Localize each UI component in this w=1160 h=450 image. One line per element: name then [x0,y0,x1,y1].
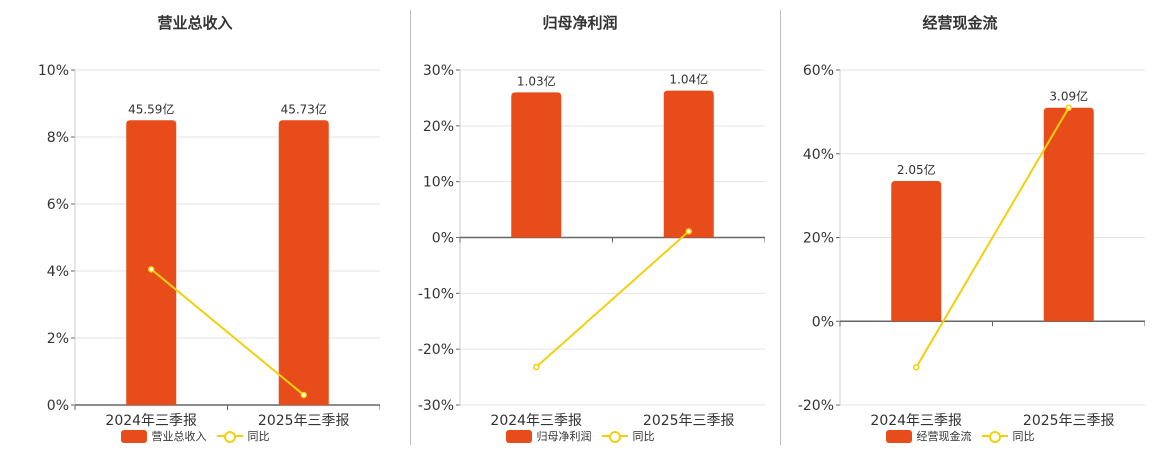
legend-label-line: 同比 [247,430,270,443]
yoy-point [300,391,307,399]
y-tick-label: 10% [38,63,69,79]
panel-divider [410,10,411,445]
bar [663,90,714,238]
yoy-line [535,230,690,368]
chart-legend: 经营现金流 同比 [775,428,1145,444]
y-tick-label: -10% [418,286,454,302]
legend-label-bar: 经营现金流 [916,430,972,443]
y-tick-label: 6% [47,197,69,213]
legend-item-line[interactable]: 同比 [981,428,1035,444]
x-tick-label: 2025年三季报 [1023,413,1115,429]
bar-swatch-icon [120,429,147,443]
net-profit-chart-panel: 归母净利润 -30% -20% -10% 0% 10% 20% 30% 1.03亿 1.04亿 2… [395,0,765,450]
line-swatch-icon [601,430,628,443]
y-tick-label: 20% [803,231,834,247]
y-tick-label: 10% [423,175,454,191]
bar-value-label: 1.04亿 [669,72,708,87]
chart-legend: 营业总收入 同比 [10,428,380,444]
y-tick-label: 60% [803,63,834,79]
line-swatch-icon [216,430,243,443]
revenue-chart-panel: 营业总收入 0% 2% 4% 6% 8% 10% 45.59亿 45.73亿 2024年三季报 2… [10,0,380,450]
yoy-point [685,228,692,235]
y-tick-label: 30% [423,63,454,79]
legend-label-line: 同比 [1012,430,1035,443]
yoy-point [1065,104,1072,111]
legend-label-line: 同比 [632,430,655,443]
x-tick-label: 2024年三季报 [105,413,197,429]
x-tick-label: 2025年三季报 [643,413,735,429]
yoy-point [913,364,920,371]
bar-value-label: 2.05亿 [897,162,936,177]
legend-item-bar[interactable]: 归母净利润 [505,428,592,444]
chart-legend: 归母净利润 同比 [395,428,765,444]
yoy-point [148,266,155,273]
bar-value-label: 45.59亿 [128,101,174,116]
y-tick-label: 20% [423,119,454,135]
legend-label-bar: 营业总收入 [151,430,207,443]
cash-flow-chart: -20% 0% 20% 40% 60% 2.05亿 3.09亿 2024年三季报 2025年三季… [798,63,1145,429]
x-tick-label: 2024年三季报 [870,413,962,429]
x-tick-label: 2024年三季报 [490,413,582,429]
legend-label-bar: 归母净利润 [536,430,592,443]
y-tick-label: -30% [418,398,454,414]
y-tick-label: 0% [812,314,834,330]
y-tick-label: 0% [47,398,69,414]
cash-flow-chart-panel: 经营现金流 -20% 0% 20% 40% 60% 2.05亿 3.09亿 2024年三季报 2… [775,0,1145,450]
y-tick-label: 2% [47,331,69,347]
chart-title: 经营现金流 [922,14,998,32]
legend-item-line[interactable]: 同比 [601,428,655,444]
x-tick-label: 2025年三季报 [258,413,350,429]
line-swatch-icon [981,430,1008,443]
revenue-chart: 0% 2% 4% 6% 8% 10% 45.59亿 45.73亿 2024年三季报 2025年三季… [38,63,380,429]
bar [126,120,177,405]
y-tick-label: 4% [47,264,69,280]
bar [891,180,942,322]
y-tick-label: -20% [418,342,454,358]
yoy-line [150,268,305,396]
bar [511,92,562,238]
yoy-point [533,363,540,371]
bar [1043,107,1094,322]
net-profit-chart: -30% -20% -10% 0% 10% 20% 30% 1.03亿 1.04亿 2024年三季… [418,63,765,429]
chart-title: 归母净利润 [542,14,618,32]
y-tick-label: 0% [432,231,454,247]
bar-value-label: 3.09亿 [1049,89,1088,104]
y-tick-label: 8% [47,130,69,146]
bar-value-label: 45.73亿 [281,101,327,116]
bar [278,120,329,405]
legend-item-bar[interactable]: 营业总收入 [120,428,207,444]
panel-divider [780,10,781,445]
y-tick-label: -20% [798,398,834,414]
legend-item-line[interactable]: 同比 [216,428,270,444]
chart-title: 营业总收入 [157,14,233,32]
bar-value-label: 1.03亿 [517,73,556,88]
legend-item-bar[interactable]: 经营现金流 [885,428,972,444]
bar-swatch-icon [885,429,912,443]
yoy-line [915,107,1070,368]
y-tick-label: 40% [803,147,834,163]
bar-swatch-icon [505,429,532,443]
